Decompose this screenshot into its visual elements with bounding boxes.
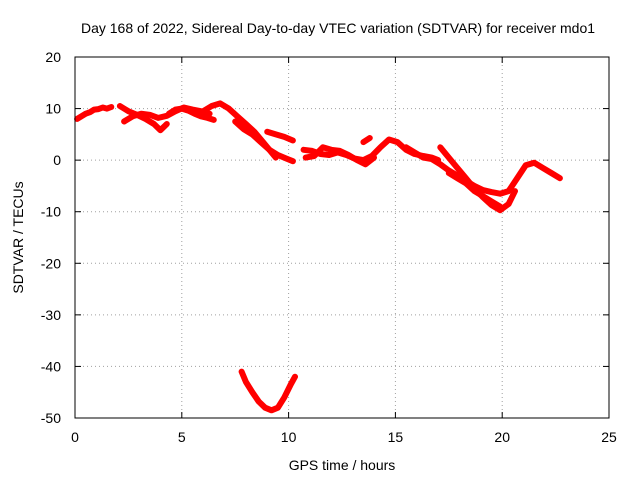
series-line-12 <box>437 144 518 214</box>
series-line-10 <box>360 135 373 146</box>
grid-lines <box>75 57 609 418</box>
series-line-7 <box>264 128 296 144</box>
series-line-13 <box>445 170 504 210</box>
x-tick-label: 0 <box>71 429 79 445</box>
y-tick-label: -20 <box>41 255 61 271</box>
x-tick-label: 10 <box>281 429 297 445</box>
series-line-3 <box>121 104 213 125</box>
x-axis-label: GPS time / hours <box>289 457 396 473</box>
data-series <box>74 100 563 414</box>
x-tick-label: 25 <box>601 429 617 445</box>
y-tick-label: -40 <box>41 358 61 374</box>
x-tick-label: 20 <box>494 429 510 445</box>
y-tick-label: -50 <box>41 410 61 426</box>
y-tick-label: -10 <box>41 204 61 220</box>
y-axis-label: SDTVAR / TECUs <box>10 181 26 293</box>
series-line-4 <box>166 105 217 123</box>
series-line-1 <box>74 104 115 122</box>
chart-title: Day 168 of 2022, Sidereal Day-to-day VTE… <box>81 20 595 36</box>
y-tick-labels: -50 -40 -30 -20 -10 0 10 20 <box>41 49 61 426</box>
series-line-9 <box>302 144 377 168</box>
x-tick-label: 15 <box>388 429 404 445</box>
series-line-11 <box>403 144 563 197</box>
series-line-6 <box>232 118 296 165</box>
axis-ticks <box>74 56 610 419</box>
x-tick-label: 5 <box>178 429 186 445</box>
y-tick-label: -30 <box>41 307 61 323</box>
plot-frame <box>74 56 610 419</box>
y-tick-label: 0 <box>53 152 61 168</box>
y-tick-label: 20 <box>45 49 61 65</box>
x-tick-labels: 0 5 10 15 20 25 <box>71 429 617 445</box>
series-line-2 <box>116 103 170 134</box>
series-line-14 <box>238 368 298 414</box>
y-tick-label: 10 <box>45 101 61 117</box>
